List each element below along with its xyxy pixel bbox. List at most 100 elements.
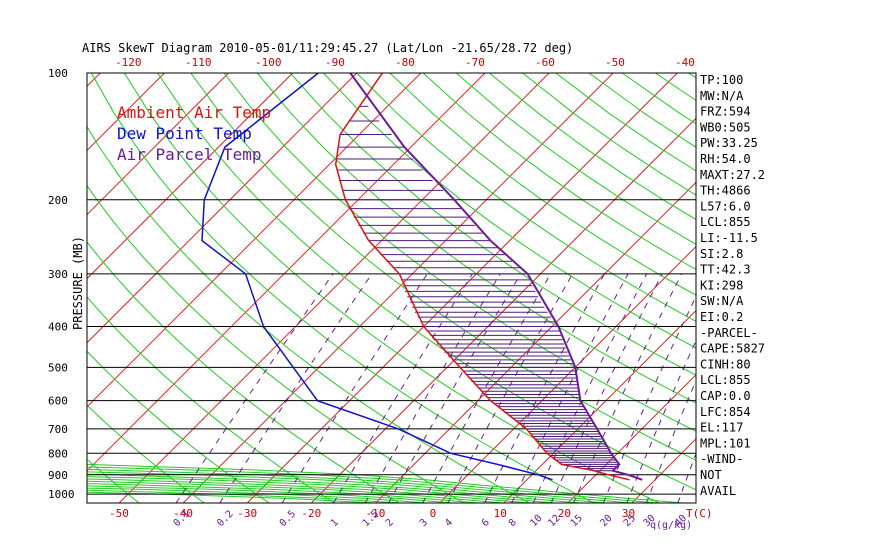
dry-adiabat-line bbox=[87, 458, 140, 503]
pressure-tick-label: 500 bbox=[48, 361, 68, 374]
mixing-ratio-tick-label: 8 bbox=[507, 517, 519, 529]
pressure-tick-label: 600 bbox=[48, 395, 68, 408]
dry-adiabat-line bbox=[87, 184, 465, 503]
moist-adiabat-line bbox=[0, 200, 634, 503]
mixing-ratio-line bbox=[645, 379, 696, 503]
mixing-ratio-line bbox=[484, 273, 605, 503]
dry-adiabat-line bbox=[87, 241, 400, 503]
stat-line: AVAIL bbox=[700, 484, 736, 498]
stat-line: TP:100 bbox=[700, 73, 743, 87]
stat-line: KI:298 bbox=[700, 278, 743, 292]
isotherm-line bbox=[87, 73, 293, 280]
pressure-tick-label: 900 bbox=[48, 469, 68, 482]
pressure-tick-label: 800 bbox=[48, 447, 68, 460]
dry-adiabat-line bbox=[87, 404, 205, 503]
top-temp-tick-label: -40 bbox=[675, 56, 695, 69]
mixing-ratio-tick-label: 6 bbox=[480, 517, 492, 529]
temp-tick-label: 30 bbox=[622, 507, 635, 520]
legend-entry: Ambient Air Temp bbox=[117, 103, 271, 122]
mixing-ratio-tick-label: 15 bbox=[569, 513, 585, 529]
dry-adiabat-line bbox=[223, 73, 696, 432]
mixing-ratio-tick-label: 4 bbox=[443, 517, 455, 529]
pressure-tick-label: 100 bbox=[48, 67, 68, 80]
mixing-ratio-line bbox=[602, 295, 696, 503]
dry-adiabat-line bbox=[90, 73, 595, 503]
stat-line: EI:0.2 bbox=[700, 310, 743, 324]
isotherm-line bbox=[87, 73, 486, 472]
dry-adiabat-line bbox=[190, 73, 696, 461]
mixing-ratio-line bbox=[550, 273, 663, 503]
pressure-tick-label: 700 bbox=[48, 423, 68, 436]
plot-frame bbox=[86, 72, 697, 504]
mixing-ratio-line bbox=[175, 273, 334, 503]
stat-line: MPL:101 bbox=[700, 436, 751, 450]
stat-line: NOT bbox=[700, 468, 722, 482]
cape-hatching bbox=[336, 105, 620, 472]
temp-tick-label: 20 bbox=[558, 507, 571, 520]
dry-adiabat-line bbox=[422, 73, 696, 271]
mixing-ratio-line bbox=[447, 273, 573, 503]
mixing-ratio-tick-label: 0.2 bbox=[215, 509, 236, 530]
temp-tick-label: -50 bbox=[109, 507, 129, 520]
stat-line: RH:54.0 bbox=[700, 152, 751, 166]
isotherm-line bbox=[567, 374, 696, 503]
isotherm-line bbox=[439, 245, 696, 503]
isotherm-line bbox=[246, 73, 678, 503]
dry-adiabat-line bbox=[389, 73, 696, 296]
pressure-tick-label: 300 bbox=[48, 268, 68, 281]
stat-line: MW:N/A bbox=[700, 89, 744, 103]
mixing-ratio-tick-label: 0.5 bbox=[278, 509, 299, 530]
stat-line: SW:N/A bbox=[700, 294, 744, 308]
temp-tick-label: -30 bbox=[237, 507, 257, 520]
top-temp-tick-label: -80 bbox=[395, 56, 415, 69]
mixing-ratio-line bbox=[364, 273, 501, 503]
legend-entry: Air Parcel Temp bbox=[117, 145, 262, 164]
isotherm-line bbox=[87, 73, 358, 344]
mixing-ratio-line bbox=[281, 273, 428, 503]
top-temp-tick-label: -110 bbox=[185, 56, 212, 69]
stat-line: -WIND- bbox=[700, 452, 743, 466]
dry-adiabat-line bbox=[0, 73, 74, 503]
isotherm-line bbox=[87, 73, 422, 408]
mixing-ratio-line bbox=[422, 273, 552, 503]
temp-tick-label: -40 bbox=[173, 507, 193, 520]
dry-adiabat-line bbox=[356, 73, 696, 322]
mixing-ratio-unit-label: q(g/kg) bbox=[650, 520, 692, 531]
stat-line: CINH:80 bbox=[700, 357, 751, 371]
temp-tick-label: -20 bbox=[301, 507, 321, 520]
top-temp-tick-label: -70 bbox=[465, 56, 485, 69]
chart-title: AIRS SkewT Diagram 2010-05-01/11:29:45.2… bbox=[82, 41, 573, 55]
isotherm-line bbox=[182, 73, 614, 503]
dry-adiabat-line bbox=[123, 73, 660, 503]
mixing-ratio-line bbox=[677, 452, 696, 503]
parcel-temp-line bbox=[349, 73, 643, 481]
series-group bbox=[201, 73, 643, 481]
mixing-ratio-tick-label: 3 bbox=[418, 517, 430, 529]
mixing-ratio-line bbox=[532, 273, 648, 503]
stat-line: WB0:505 bbox=[700, 120, 751, 134]
stat-line: LFC:854 bbox=[700, 405, 751, 419]
isotherm-line bbox=[118, 73, 550, 503]
legend: Ambient Air Temp Dew Point Temp Air Parcel… bbox=[117, 103, 271, 164]
dry-adiabat-line bbox=[289, 73, 696, 376]
isotherm-line bbox=[87, 73, 229, 216]
mixing-ratio-tick-label: 10 bbox=[528, 513, 544, 529]
mixing-ratio-line bbox=[573, 273, 683, 503]
stat-line: EL:117 bbox=[700, 421, 743, 435]
ambient-temp-line bbox=[334, 73, 630, 481]
mixing-ratio-tick-label: 2 bbox=[384, 517, 396, 529]
temp-tick-label: -10 bbox=[365, 507, 385, 520]
mixing-ratio-line bbox=[511, 273, 629, 503]
isotherm-line bbox=[503, 309, 696, 503]
dry-adiabat-line bbox=[87, 296, 335, 503]
top-temp-tick-label: -100 bbox=[255, 56, 282, 69]
dew-point-line bbox=[201, 73, 553, 481]
stat-line: LI:-11.5 bbox=[700, 231, 758, 245]
stat-line: TH:4866 bbox=[700, 184, 751, 198]
dry-adiabat-line bbox=[256, 73, 696, 404]
dry-adiabat-line bbox=[87, 125, 530, 503]
pressure-tick-label: 400 bbox=[48, 321, 68, 334]
temp-tick-label: 10 bbox=[494, 507, 507, 520]
stat-line: MAXT:27.2 bbox=[700, 168, 765, 182]
